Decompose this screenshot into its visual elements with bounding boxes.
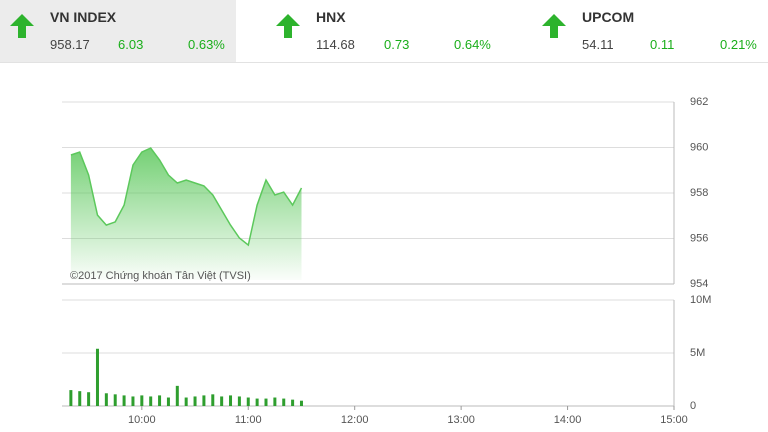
x-tick-label: 13:00 [447, 414, 475, 426]
volume-bar [299, 400, 303, 406]
volume-bar [166, 397, 170, 406]
index-name: HNX [316, 9, 346, 25]
x-tick-label: 10:00 [128, 414, 156, 426]
volume-bar [255, 398, 259, 406]
volume-bar [282, 398, 286, 406]
volume-bar [158, 395, 162, 406]
y-tick-label: 960 [690, 141, 708, 153]
index-value: 54.11 [582, 37, 614, 52]
y-tick-label: 958 [690, 187, 708, 199]
volume-bar [220, 396, 224, 406]
index-change: 6.03 [118, 37, 144, 52]
volume-bar [149, 396, 153, 406]
volume-bar [87, 392, 91, 406]
volume-bar [211, 394, 215, 406]
volume-bar [264, 398, 268, 406]
volume-bar [273, 397, 277, 406]
y-tick-label: 956 [690, 232, 708, 244]
volume-bar [131, 396, 135, 406]
y-tick-label: 0 [690, 400, 696, 412]
volume-bar [78, 391, 82, 406]
index-name: VN INDEX [50, 9, 117, 25]
volume-bar [140, 395, 144, 406]
y-tick-label: 10M [690, 294, 711, 306]
area-fill [70, 148, 302, 280]
price-line [70, 147, 303, 247]
x-tick-label: 11:00 [235, 414, 262, 426]
volume-bar [229, 395, 233, 406]
volume-bar [95, 348, 99, 406]
volume-bar [291, 399, 295, 406]
volume-bar [202, 395, 206, 406]
index-tile[interactable]: VN INDEX 958.17 6.03 0.63% [0, 0, 236, 62]
index-change: 0.73 [384, 37, 410, 52]
index-percent: 0.64% [454, 37, 491, 52]
volume-bar [246, 397, 250, 406]
up-arrow [276, 14, 300, 38]
index-percent: 0.21% [720, 37, 757, 52]
x-tick-label: 14:00 [554, 414, 582, 426]
x-tick-label: 15:00 [660, 414, 688, 426]
volume-bar [175, 385, 179, 406]
index-name: UPCOM [582, 9, 635, 25]
index-value: 114.68 [316, 37, 355, 52]
y-tick-label: 5M [690, 347, 705, 359]
index-change: 0.11 [650, 37, 675, 52]
index-value: 958.17 [50, 37, 90, 52]
volume-bar [122, 395, 126, 406]
up-arrow [542, 14, 566, 38]
annotation: ©2017 Chứng khoán Tân Việt (TVSI) [70, 270, 251, 282]
volume-bar [237, 396, 241, 406]
x-tick-label: 12:00 [341, 414, 369, 426]
index-tile[interactable]: HNX 114.68 0.73 0.64% [266, 0, 522, 62]
volume-bar [104, 393, 108, 406]
volume-bar [193, 396, 197, 406]
volume-bar [113, 394, 117, 406]
index-percent: 0.63% [188, 37, 225, 52]
y-tick-label: 954 [690, 278, 708, 290]
volume-bar [184, 397, 188, 406]
volume-bar [69, 390, 73, 406]
y-tick-label: 962 [690, 96, 708, 108]
chart: 954 956 958 960 962 ©2017 Chứng khoán Tân Việ… [0, 62, 768, 426]
up-arrow [10, 14, 34, 38]
index-tile[interactable]: UPCOM 54.11 0.11 0.21% [532, 0, 768, 62]
